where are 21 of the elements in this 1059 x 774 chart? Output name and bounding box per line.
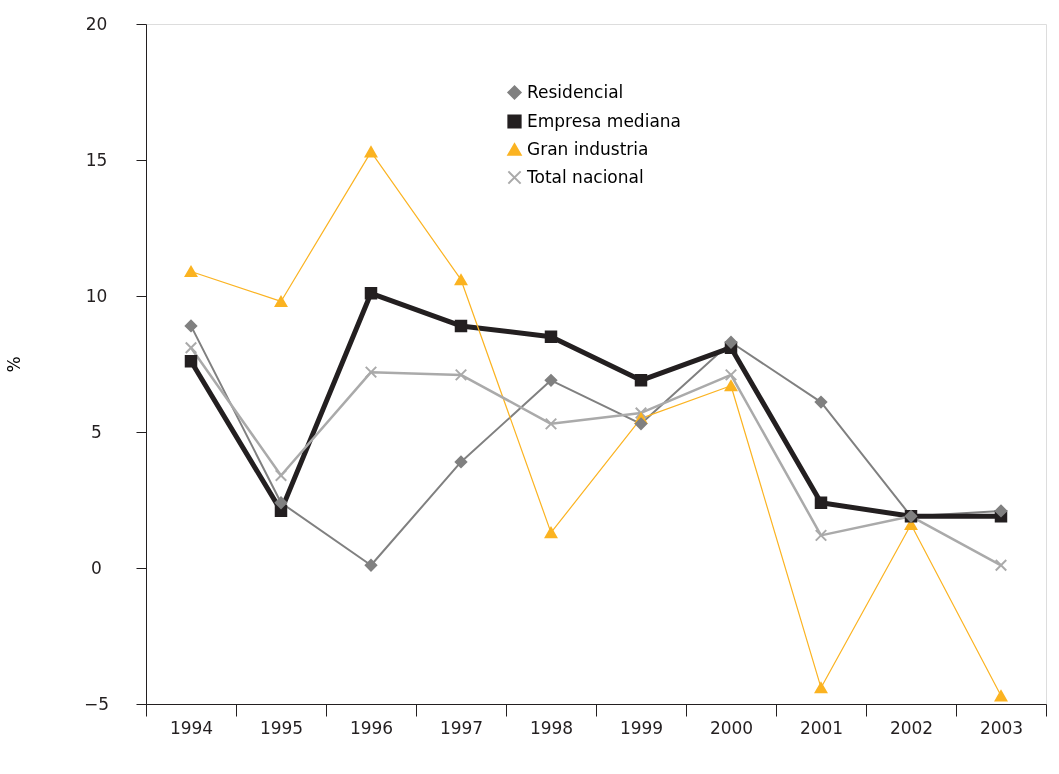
x-tick-label: 2001 (799, 717, 844, 738)
y-tick-label: 20 (85, 13, 108, 34)
x-tick-label: 2003 (979, 717, 1024, 738)
y-tick-label: 15 (85, 149, 108, 170)
y-axis-title: % (3, 356, 24, 373)
x-tick-label: 1995 (259, 717, 304, 738)
x-tick-label: 1994 (169, 717, 214, 738)
y-tick-label: 10 (85, 285, 108, 306)
y-tick-label: 0 (91, 557, 102, 578)
x-tick-label: 1998 (529, 717, 574, 738)
x-tick-label: 2002 (889, 717, 934, 738)
legend-label: Total nacional (526, 166, 644, 187)
legend-label: Residencial (527, 81, 624, 102)
x-tick-label: 1997 (439, 717, 484, 738)
legend-label: Gran industria (527, 138, 649, 159)
x-tick-label: 2000 (709, 717, 754, 738)
legend-label: Empresa mediana (527, 110, 681, 131)
x-tick-label: 1996 (349, 717, 394, 738)
y-tick-label: −5 (83, 693, 110, 714)
x-tick-label: 1999 (619, 717, 664, 738)
y-tick-label: 5 (91, 421, 102, 442)
